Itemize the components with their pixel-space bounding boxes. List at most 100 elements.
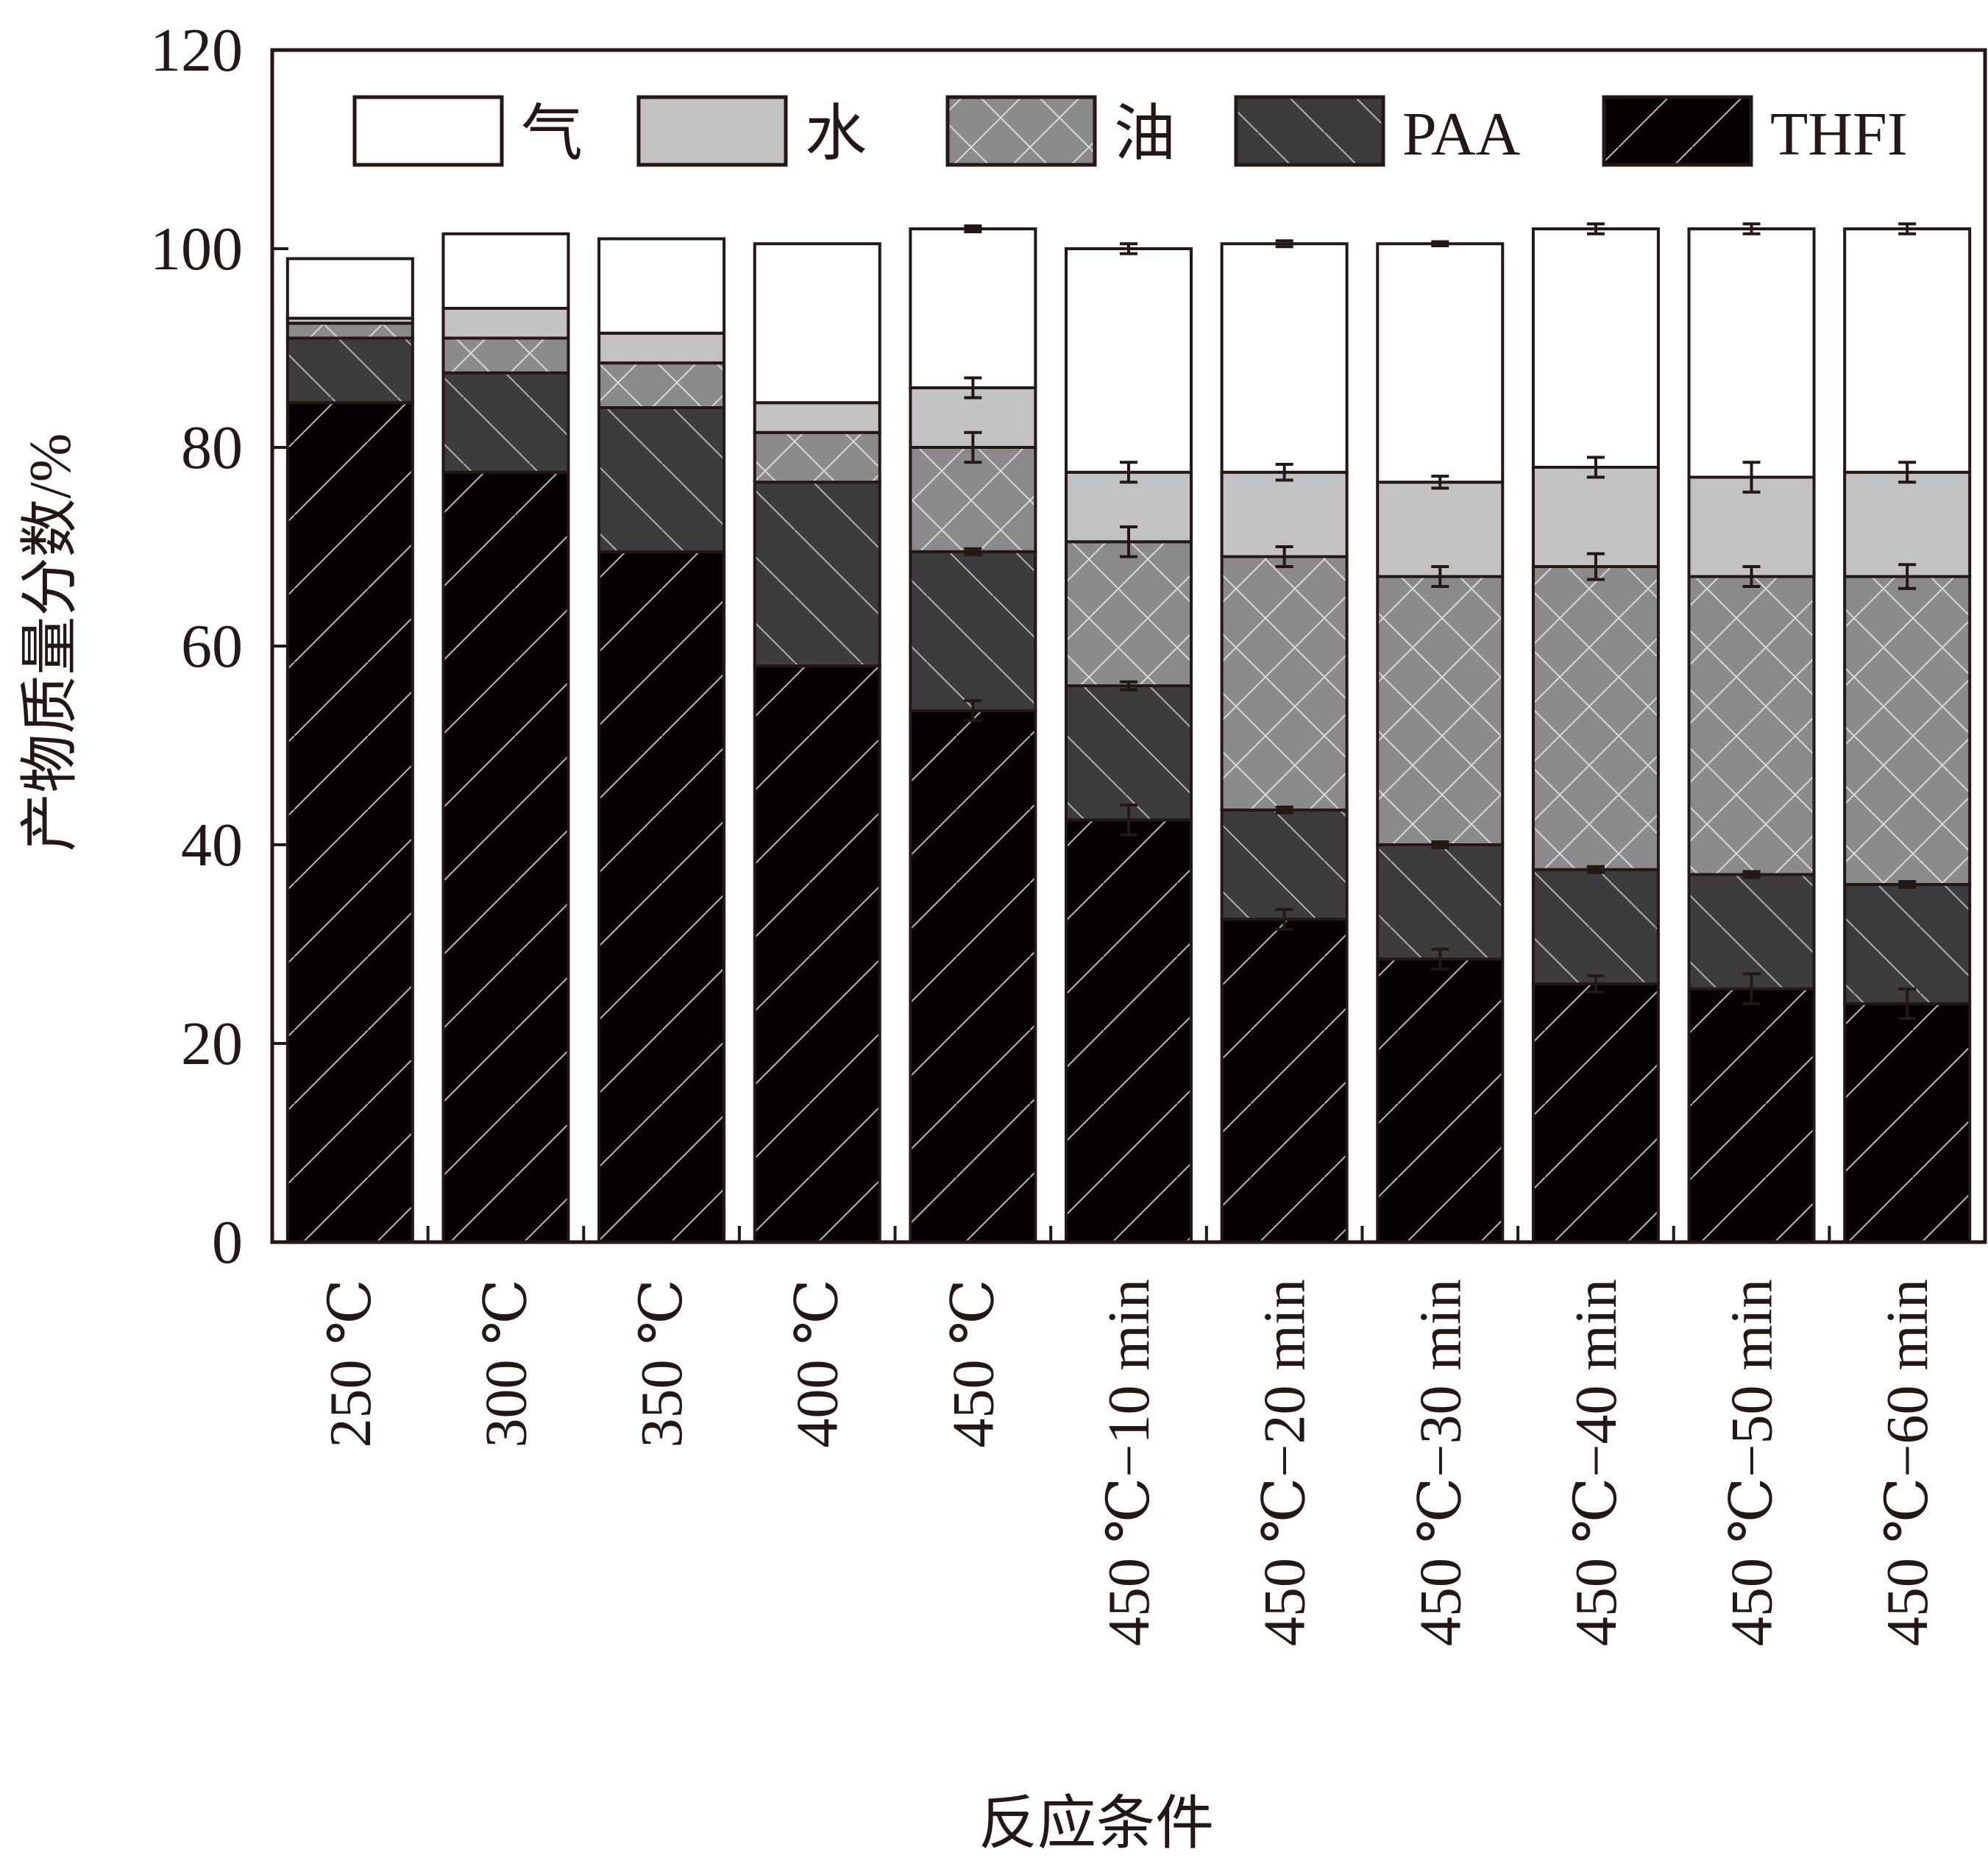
y-tick-label: 60 [181, 612, 243, 681]
errorbars-layer [964, 222, 1917, 1021]
bar-hatch [910, 710, 1036, 1242]
bar-fill [1845, 472, 1970, 577]
bar-segment [1065, 540, 1193, 687]
bar-segment [597, 406, 726, 553]
error-bar [964, 224, 982, 234]
legend-item: 气 [352, 95, 583, 169]
error-bar [1742, 565, 1761, 588]
legend-item: 水 [636, 95, 867, 169]
bar-segment [285, 322, 414, 340]
bar-segment [441, 470, 570, 1244]
error-bar [1742, 972, 1761, 1005]
bar-segment [1376, 843, 1505, 961]
legend-label: PAA [1402, 100, 1521, 169]
legend-swatch-border [945, 95, 1097, 167]
legend-item: PAA [1234, 95, 1521, 169]
error-bar [964, 699, 982, 723]
bar-segment [285, 401, 414, 1244]
bar-fill [1845, 229, 1970, 472]
bar-segment [753, 430, 881, 484]
legend-swatch-border [636, 95, 788, 167]
error-bar [964, 547, 982, 556]
bar-hatch [1845, 884, 1970, 1004]
bar-fill [1689, 229, 1814, 478]
y-tick-label: 0 [212, 1208, 243, 1277]
bar-fill [599, 333, 725, 364]
bar-hatch [287, 323, 413, 338]
bar-hatch [1066, 820, 1191, 1242]
bar-segment [597, 237, 726, 335]
bar-segment [1220, 918, 1349, 1244]
bar-hatch [1533, 984, 1658, 1242]
bar-hatch [1221, 556, 1347, 810]
bar-hatch [599, 363, 725, 408]
legend-label: THFI [1770, 100, 1908, 169]
error-bar [1898, 461, 1917, 484]
bar-hatch [443, 472, 569, 1242]
bar-hatch [443, 372, 569, 472]
y-tick-label: 120 [150, 16, 243, 85]
bar-segment [1687, 475, 1816, 578]
bar-hatch [443, 338, 569, 373]
bar-segment [441, 336, 570, 375]
bar-hatch [754, 482, 880, 666]
bar-hatch [599, 551, 725, 1242]
x-tick-label: 450 ℃−10 min [1097, 1279, 1162, 1646]
bar-fill [443, 233, 569, 308]
error-bar [1742, 222, 1761, 235]
error-bar [1431, 565, 1449, 588]
bar-segment [441, 307, 570, 340]
bar-fill [1533, 467, 1658, 567]
error-bar [1120, 242, 1137, 255]
bar-segment [1843, 575, 1972, 886]
legend-item: THFI [1602, 95, 1908, 169]
bar-outline [597, 237, 726, 335]
error-bar [1898, 987, 1917, 1021]
legend-swatch-border [1234, 95, 1385, 167]
bar-segment [1220, 808, 1349, 921]
error-bar [1431, 240, 1449, 247]
legend-label: 油 [1114, 100, 1176, 169]
bar-fill [1689, 477, 1814, 577]
bar-segment [597, 361, 726, 409]
bar-segment [909, 446, 1037, 553]
bar-hatch [1066, 686, 1191, 820]
bar-hatch [754, 432, 880, 483]
legend-label: 水 [805, 100, 867, 169]
legend-label: 气 [521, 100, 583, 169]
error-bar [1275, 545, 1293, 568]
bar-segment [1376, 242, 1505, 484]
bar-segment [1687, 873, 1816, 990]
x-tick-label: 300 ℃ [474, 1279, 539, 1448]
legend-swatch-border [352, 95, 504, 167]
error-bar [1431, 947, 1449, 971]
error-bar [1898, 879, 1917, 890]
bar-hatch [1533, 869, 1658, 984]
bar-segment [1843, 470, 1972, 578]
x-axis-label: 反应条件 [979, 1792, 1214, 1857]
legend-swatch-hatch [948, 97, 1095, 165]
bar-fill [1221, 472, 1347, 557]
bar-hatch [599, 408, 725, 552]
bar-segment [285, 336, 414, 405]
bar-fill [1533, 229, 1658, 467]
y-tick-label: 80 [181, 414, 243, 482]
bar-fill [1066, 249, 1191, 472]
bar-hatch [1845, 576, 1970, 884]
error-bar [1120, 804, 1137, 837]
bar-hatch [1533, 567, 1658, 870]
bar-hatch [1377, 845, 1503, 960]
bar-segment [753, 242, 881, 405]
bar-segment [285, 257, 414, 320]
bar-outline [753, 242, 881, 405]
error-bar [1898, 222, 1917, 235]
bar-segment [597, 550, 726, 1244]
bar-segment [909, 227, 1037, 389]
bar-segment [1220, 470, 1349, 559]
legend-swatch-border [1602, 95, 1753, 167]
error-bar [1742, 461, 1761, 494]
bar-fill [287, 318, 413, 324]
x-tick-label: 400 ℃ [786, 1279, 851, 1448]
